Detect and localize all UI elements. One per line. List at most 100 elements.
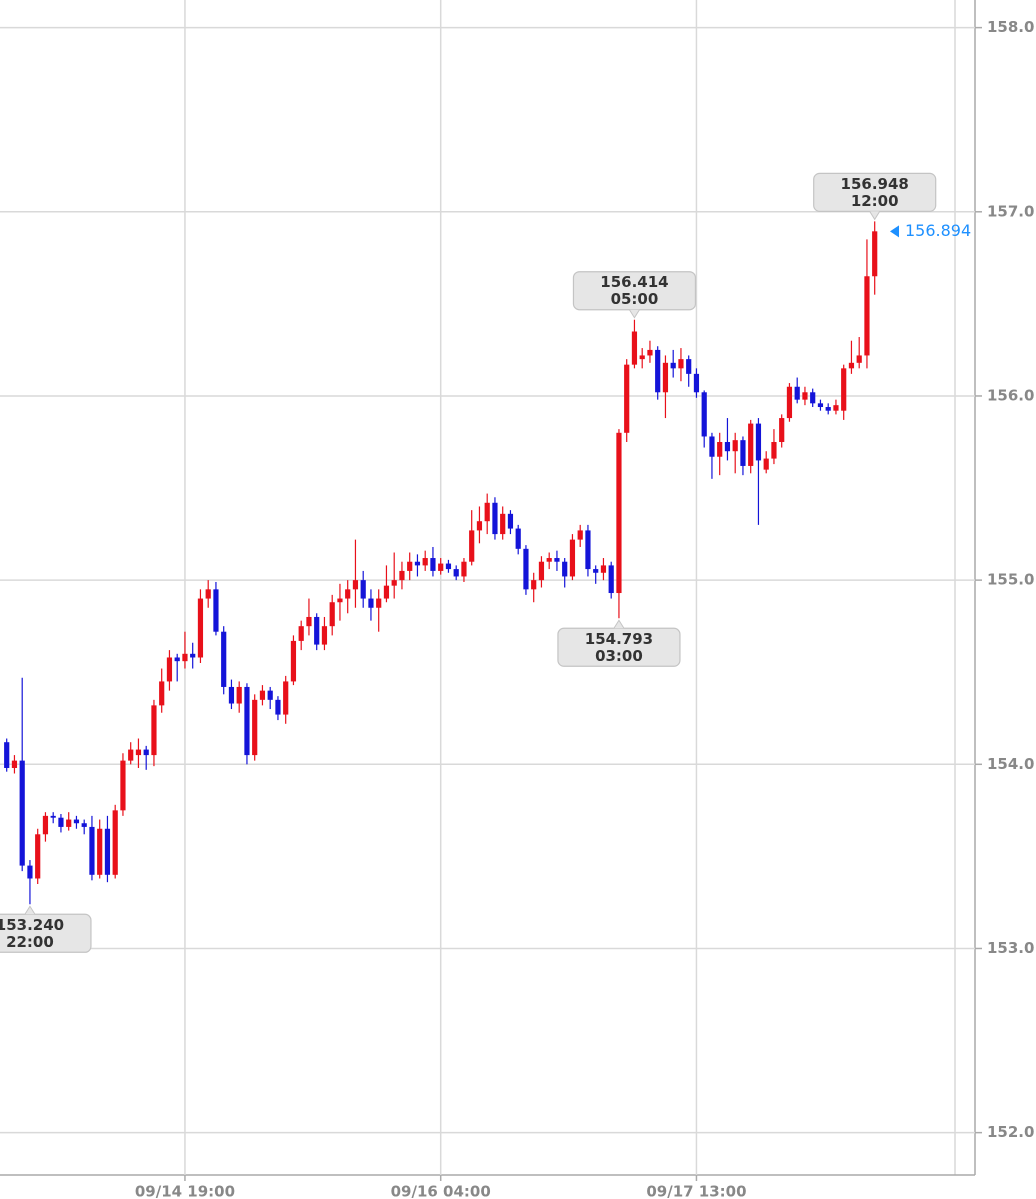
candle-body [864,276,870,356]
candle-body [228,686,235,704]
candle-body [755,423,762,461]
candle-body [399,570,405,581]
candle-body [391,580,397,586]
candle-body [569,539,576,577]
annotation-time: 03:00 [595,647,643,665]
candle-body [143,749,149,756]
candle-body [872,231,878,277]
candle-body [252,699,258,756]
candle-body [631,331,638,365]
annotation-time: 12:00 [851,192,899,210]
candle-body [848,362,855,369]
candle-body [275,699,281,715]
candle-body [639,355,645,360]
candle-body [97,828,103,875]
candle-body [732,440,738,452]
candle-body [678,359,684,369]
candle-body [151,705,157,756]
candle-body [290,640,297,682]
candle-body [817,403,824,408]
candle-body [810,392,816,404]
candle-body [321,626,328,645]
candle-body [748,423,754,466]
candle-body [794,386,800,400]
candle-body [213,589,219,632]
candle-body [66,819,72,827]
annotation-price: 156.414 [600,273,668,291]
candle-body [546,558,552,562]
candle-body [600,565,607,573]
candle-body [89,826,95,875]
x-tick-label: 09/17 13:00 [646,1183,746,1199]
candle-body [492,502,498,535]
candle-body [500,513,506,535]
annotation-price: 154.793 [585,630,653,648]
candle-body [693,373,700,393]
candle-body [484,502,490,522]
candle-body [314,616,320,645]
candle-body [538,561,545,581]
candle-body [337,598,343,603]
candle-body [81,823,87,827]
y-tick-label: 156.0 [987,386,1034,404]
candle-body [585,530,591,570]
candle-body [306,616,312,627]
candle-body [42,815,49,835]
candle-body [740,440,746,466]
last-price-label: 156.894 [905,221,971,240]
candle-body [422,558,428,566]
candle-body [717,442,723,457]
candle-body [802,392,808,400]
candle-body [376,598,382,608]
candle-body [120,760,126,811]
candle-body [531,580,537,590]
candle-body [352,580,359,590]
candle-body [236,686,242,704]
candle-body [670,362,676,369]
candle-body [701,392,707,437]
candle-body [345,589,351,599]
candle-body [112,810,118,875]
candle-body [50,815,56,818]
candle-body [554,558,560,562]
candle-body [128,749,134,761]
candle-body [368,598,374,608]
y-tick-label: 158.0 [987,18,1034,36]
candle-body [19,760,25,866]
candle-body [414,561,421,566]
candle-body [709,436,715,457]
candle-body [11,760,18,768]
candle-body [383,585,390,599]
candle-body [197,598,204,658]
candle-body [786,386,793,419]
y-tick-label: 155.0 [987,571,1034,589]
candle-body [662,362,669,393]
candle-body [58,817,64,827]
candle-body [507,513,514,529]
candle-body [445,563,452,570]
x-tick-label: 09/16 04:00 [391,1183,491,1199]
candle-body [35,834,41,879]
annotation-time: 05:00 [611,290,659,308]
candle-body [453,569,459,577]
candle-body [430,558,436,571]
candle-body [833,405,839,411]
candle-body [259,690,266,700]
candle-body [724,442,731,452]
candle-body [577,530,583,540]
candle-body [771,442,777,459]
candle-body [244,686,250,756]
candle-body [779,418,785,443]
candle-body [4,742,10,768]
annotation-pointer [24,905,36,915]
annotation-price: 156.948 [841,175,909,193]
candle-body [438,563,444,571]
x-tick-label: 09/14 19:00 [135,1183,235,1199]
candle-body [624,364,630,433]
candle-body [616,432,622,594]
y-tick-label: 154.0 [987,755,1034,773]
candle-body [298,626,304,641]
candle-body [647,349,653,356]
candle-body [469,530,475,562]
